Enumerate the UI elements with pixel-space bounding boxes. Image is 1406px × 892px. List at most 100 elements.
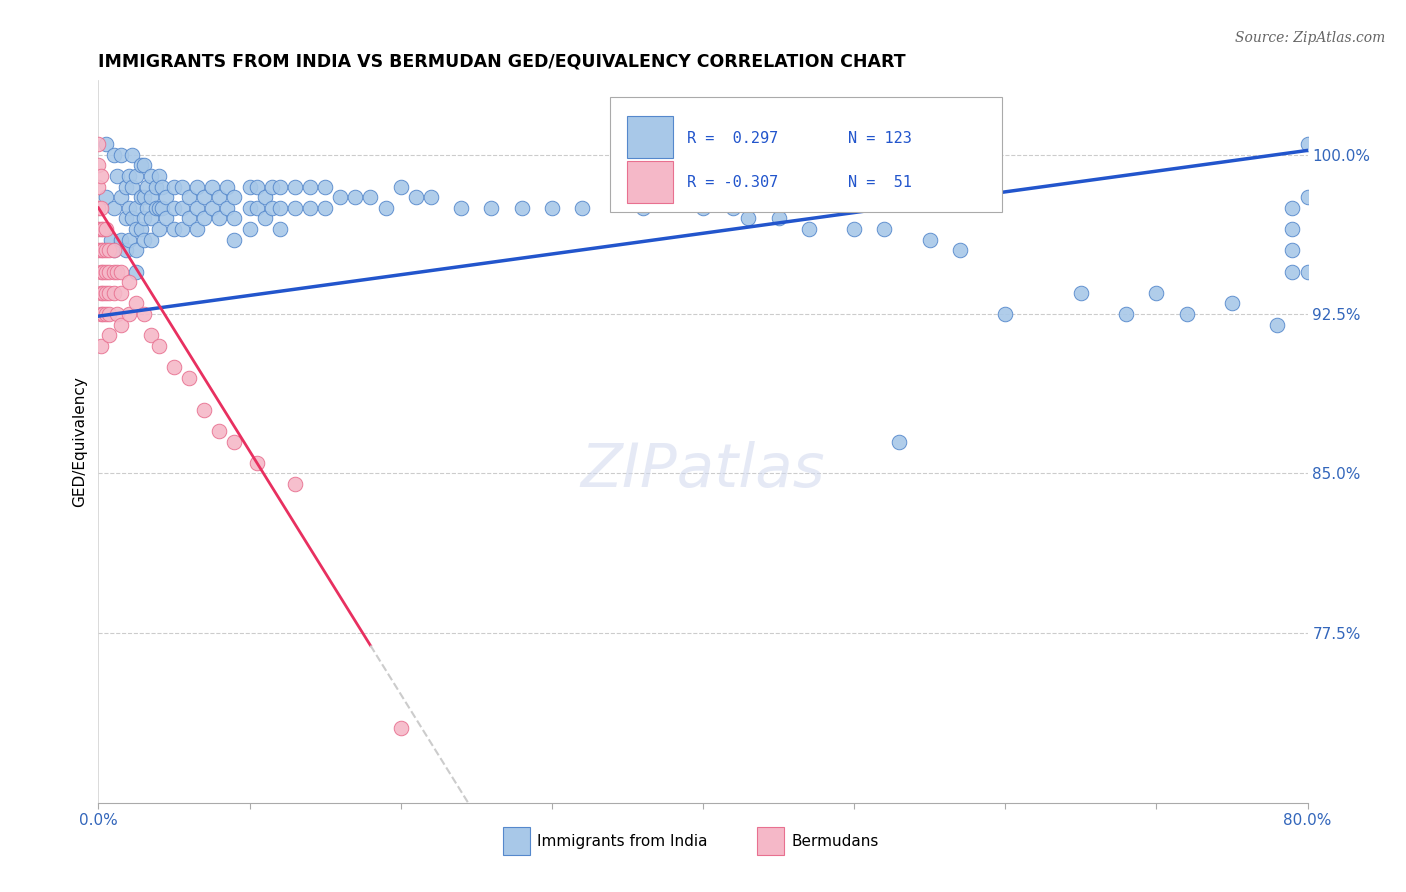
Point <box>193 211 215 226</box>
Text: IMMIGRANTS FROM INDIA VS BERMUDAN GED/EQUIVALENCY CORRELATION CHART: IMMIGRANTS FROM INDIA VS BERMUDAN GED/EQ… <box>98 53 905 70</box>
Point <box>90 285 112 300</box>
Point <box>129 222 152 236</box>
Point <box>208 424 231 438</box>
Point <box>145 201 167 215</box>
Point <box>1296 190 1319 204</box>
Point <box>114 211 136 226</box>
Point <box>103 147 125 161</box>
Point <box>170 201 193 215</box>
Point <box>374 201 396 215</box>
Point <box>148 169 170 183</box>
Point <box>110 233 132 247</box>
Point <box>170 222 193 236</box>
Point <box>125 296 148 310</box>
Point <box>91 222 114 236</box>
Point <box>110 264 132 278</box>
Point <box>179 211 201 226</box>
Point <box>246 201 269 215</box>
Point <box>94 190 117 204</box>
FancyBboxPatch shape <box>627 161 672 203</box>
Point <box>114 244 136 258</box>
Point <box>125 169 148 183</box>
Point <box>125 222 148 236</box>
Point <box>481 201 503 215</box>
Point <box>224 434 246 449</box>
Point <box>186 201 208 215</box>
Point <box>215 201 238 215</box>
Point <box>540 201 562 215</box>
Point <box>100 233 122 247</box>
Point <box>262 179 284 194</box>
Point <box>91 264 114 278</box>
Point <box>360 190 382 204</box>
Point <box>90 169 112 183</box>
Text: R = -0.307: R = -0.307 <box>688 176 779 190</box>
Point <box>299 201 322 215</box>
Point <box>299 179 322 194</box>
Point <box>253 211 276 226</box>
Point <box>918 233 941 247</box>
Point <box>737 211 759 226</box>
Point <box>420 190 443 204</box>
Point <box>284 477 307 491</box>
Point <box>90 222 112 236</box>
Point <box>94 222 117 236</box>
Point <box>163 179 186 194</box>
Point <box>163 222 186 236</box>
Point <box>105 264 128 278</box>
Point <box>329 190 352 204</box>
Point <box>1281 244 1303 258</box>
Point <box>105 169 128 183</box>
Y-axis label: GED/Equivalency: GED/Equivalency <box>72 376 87 507</box>
Point <box>121 211 143 226</box>
Point <box>163 360 186 375</box>
Point <box>121 147 143 161</box>
Point <box>193 190 215 204</box>
Text: N = 123: N = 123 <box>848 130 912 145</box>
Point <box>132 158 155 172</box>
Point <box>150 179 173 194</box>
Point <box>90 201 112 215</box>
Point <box>253 190 276 204</box>
Point <box>98 264 121 278</box>
Point <box>103 244 125 258</box>
Text: N =  51: N = 51 <box>848 176 912 190</box>
Point <box>90 307 112 321</box>
Text: R =  0.297: R = 0.297 <box>688 130 779 145</box>
Point <box>797 222 820 236</box>
Point <box>94 307 117 321</box>
Point <box>179 190 201 204</box>
Point <box>148 339 170 353</box>
Point <box>239 179 262 194</box>
Point <box>224 190 246 204</box>
Point <box>155 211 177 226</box>
Point <box>98 244 121 258</box>
Point <box>103 244 125 258</box>
Point <box>246 179 269 194</box>
Point <box>269 179 291 194</box>
Point <box>269 201 291 215</box>
Point <box>91 285 114 300</box>
Point <box>1175 307 1198 321</box>
Point <box>239 201 262 215</box>
Point <box>314 179 336 194</box>
Point <box>105 307 128 321</box>
Point <box>510 201 533 215</box>
Point <box>873 222 896 236</box>
Point <box>208 211 231 226</box>
FancyBboxPatch shape <box>503 828 530 855</box>
Point <box>87 222 110 236</box>
Point <box>389 179 412 194</box>
Point <box>141 233 163 247</box>
Point <box>90 339 112 353</box>
Point <box>118 233 141 247</box>
Point <box>224 211 246 226</box>
Point <box>1220 296 1243 310</box>
FancyBboxPatch shape <box>627 117 672 158</box>
Point <box>186 222 208 236</box>
Point <box>118 201 141 215</box>
Point <box>132 233 155 247</box>
Point <box>1115 307 1137 321</box>
Point <box>344 190 367 204</box>
Point <box>98 328 121 343</box>
